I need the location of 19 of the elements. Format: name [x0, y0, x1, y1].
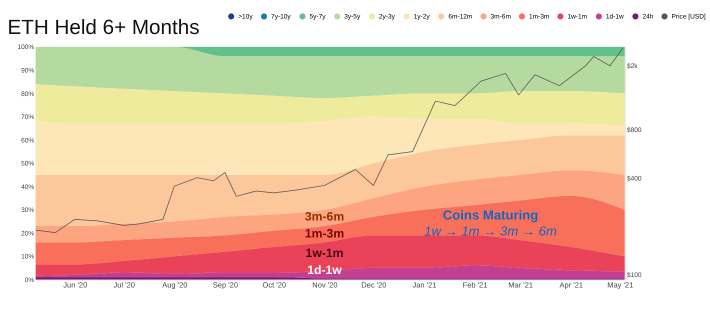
- x-tick-label: Nov '20: [312, 280, 338, 290]
- x-tick-label: Dec '20: [361, 280, 386, 290]
- x-tick-label: May '21: [607, 280, 634, 290]
- x-tick-label: Jan '21: [412, 280, 436, 290]
- chart-title: ETH Held 6+ Months: [8, 16, 200, 39]
- x-tick-label: Oct '20: [262, 280, 286, 290]
- annotation: 1w-1m: [306, 246, 344, 260]
- x-tick-label: Jul '20: [113, 280, 135, 290]
- x-tick-label: Apr '21: [560, 280, 584, 290]
- x-tick-label: Aug '20: [162, 280, 188, 290]
- annotation: 1d-1w: [307, 262, 342, 277]
- annotation: 3m-6m: [304, 209, 344, 224]
- annotation: 1m-3m: [304, 226, 344, 240]
- annotation: Coins Maturing: [442, 207, 538, 222]
- x-tick-label: Jun '20: [63, 280, 88, 290]
- x-tick-label: Sep '20: [212, 280, 238, 290]
- annotation: 1w → 1m → 3m → 6m: [424, 223, 557, 238]
- x-tick-label: Feb '21: [462, 280, 488, 290]
- x-tick-label: Mar '21: [508, 280, 534, 290]
